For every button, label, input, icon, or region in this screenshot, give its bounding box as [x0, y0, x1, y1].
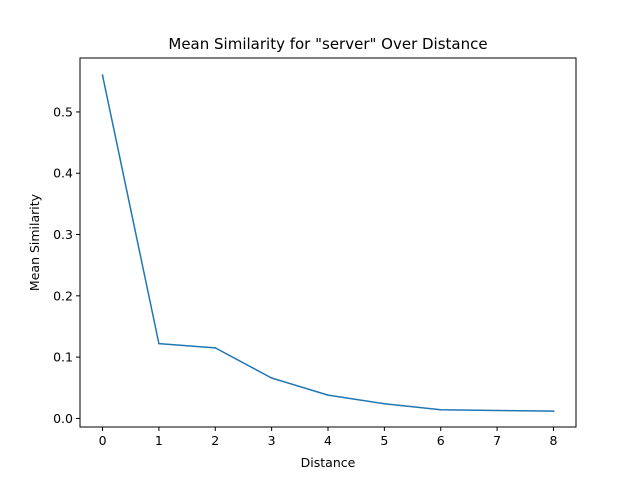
data-point [552, 410, 555, 412]
data-point [214, 347, 217, 349]
y-tick-label: 0.0 [53, 411, 73, 426]
y-axis: 0.0 0.1 0.2 0.3 0.4 0.5 [53, 104, 80, 426]
data-point [270, 377, 273, 379]
y-axis-label: Mean Similarity [27, 193, 42, 291]
data-point [327, 394, 329, 396]
data-point [383, 402, 386, 405]
x-tick-label: 4 [324, 433, 332, 448]
series-layer [101, 74, 555, 412]
x-tick-label: 7 [493, 433, 501, 448]
x-tick-label: 2 [211, 433, 219, 448]
plot-frame [79, 57, 577, 428]
x-axis: 0 1 2 3 4 5 6 7 8 [99, 427, 557, 448]
data-point [496, 409, 498, 412]
x-tick-label: 3 [268, 433, 276, 448]
x-tick-label: 0 [99, 433, 107, 448]
x-axis-label: Distance [301, 455, 356, 470]
y-tick-label: 0.4 [53, 166, 73, 181]
chart-title: Mean Similarity for "server" Over Distan… [168, 35, 487, 53]
x-tick-label: 8 [549, 433, 557, 448]
series-line [101, 74, 555, 412]
x-tick-label: 1 [155, 433, 163, 448]
data-point [439, 409, 442, 411]
y-tick-label: 0.5 [53, 104, 73, 119]
y-tick-label: 0.1 [53, 350, 73, 365]
x-tick-label: 5 [380, 433, 388, 448]
data-point [101, 74, 104, 76]
data-point [158, 342, 160, 345]
y-tick-label: 0.2 [53, 288, 73, 303]
x-tick-label: 6 [437, 433, 445, 448]
y-tick-label: 0.3 [53, 227, 73, 242]
